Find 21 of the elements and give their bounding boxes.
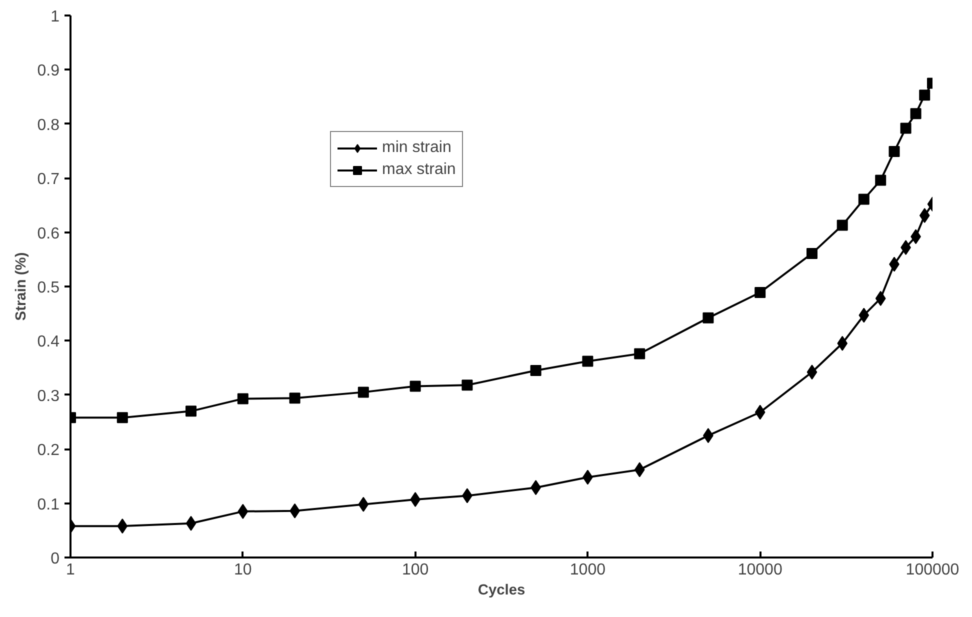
y-tick-label: 0.2 — [37, 442, 60, 460]
legend-label: min strain — [382, 139, 452, 157]
y-tick-label: 1 — [50, 8, 60, 26]
y-axis-title: Strain (%) — [13, 252, 30, 321]
legend-label: max strain — [382, 161, 456, 179]
y-tick-label: 0 — [50, 550, 60, 568]
y-tick-label: 0.7 — [37, 171, 60, 188]
y-tick-label: 0.6 — [37, 225, 60, 242]
y-tick-label: 0.5 — [37, 280, 60, 296]
x-axis-title: Cycles — [478, 582, 526, 598]
y-tick-label: 0.9 — [37, 62, 60, 80]
x-tick-label: 100000 — [906, 562, 960, 578]
x-tick-label: 1 — [66, 562, 76, 578]
x-tick-label: 100 — [402, 562, 429, 578]
x-tick-label: 1000 — [570, 562, 606, 578]
y-tick-label: 0.1 — [37, 496, 60, 514]
y-tick-label: 0.8 — [37, 116, 60, 134]
x-tick-label: 10 — [234, 562, 252, 578]
y-tick-label: 0.4 — [37, 334, 60, 351]
x-tick-label: 10000 — [738, 562, 782, 578]
y-tick-label: 0.3 — [37, 388, 60, 405]
